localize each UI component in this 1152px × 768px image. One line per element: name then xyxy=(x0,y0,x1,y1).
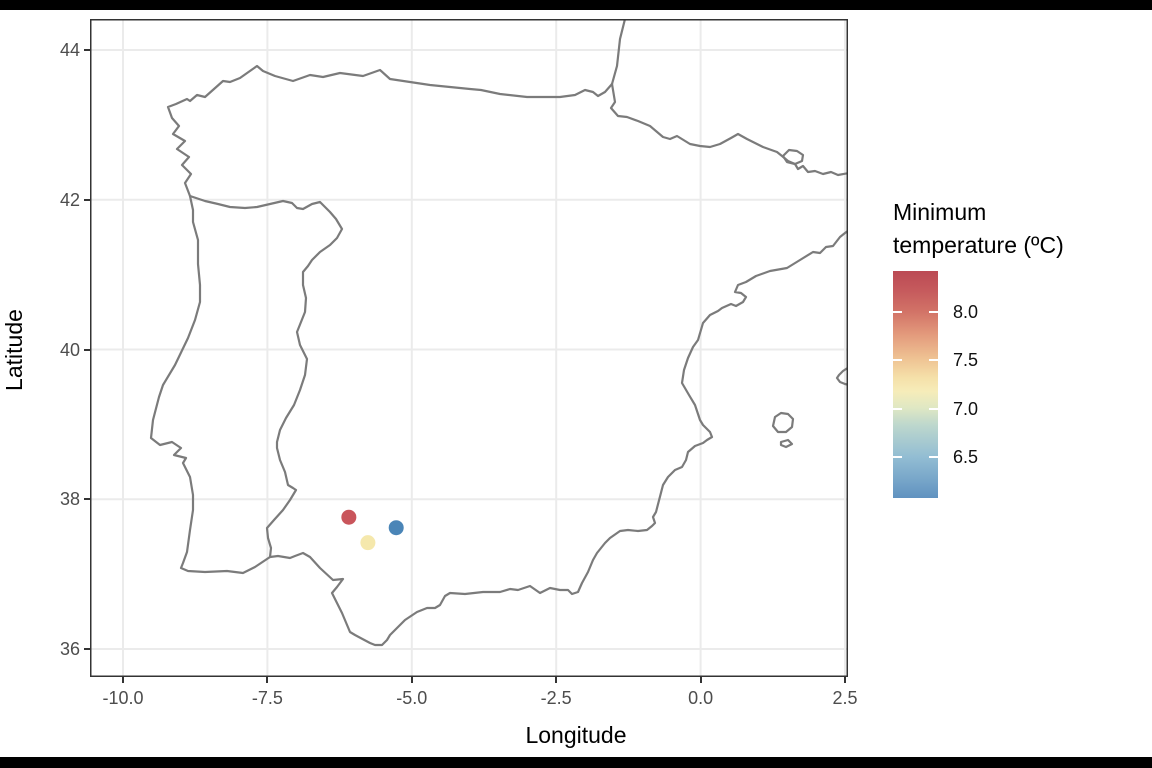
legend-title-line1: Minimum xyxy=(893,199,987,225)
mallorca-outline xyxy=(835,365,851,387)
y-tick-mark xyxy=(84,198,90,201)
x-tick-label: -5.0 xyxy=(396,688,428,708)
y-axis-title: Latitude xyxy=(1,309,27,391)
colorbar-tick-mark xyxy=(929,311,938,314)
legend-tick-label: 6.5 xyxy=(953,446,979,467)
colorbar-tick-mark xyxy=(893,359,902,362)
x-tick-label: 2.5 xyxy=(832,688,858,708)
x-tick-label: -2.5 xyxy=(540,688,572,708)
legend-title: Minimum temperature (ºC) xyxy=(893,196,1064,262)
plot-panel xyxy=(90,17,851,677)
x-tick-label: 0.0 xyxy=(688,688,714,708)
y-tick-label: 40 xyxy=(59,339,80,360)
ibiza-outline xyxy=(771,411,795,434)
legend-colorbar xyxy=(893,271,938,498)
x-tick-mark xyxy=(266,677,269,683)
x-tick-mark xyxy=(410,677,413,683)
map-plot xyxy=(90,17,851,677)
data-point-3 xyxy=(388,520,404,536)
x-tick-mark xyxy=(699,677,702,683)
y-tick-label: 38 xyxy=(59,489,80,510)
bottom-frame-bar xyxy=(0,757,1152,768)
colorbar-tick-mark xyxy=(929,407,938,410)
legend-tick-label: 7.0 xyxy=(953,398,979,419)
legend-tick-label: 7.5 xyxy=(953,350,979,371)
y-tick-label: 44 xyxy=(59,40,80,60)
x-tick-label: -10.0 xyxy=(102,688,144,708)
colorbar-tick-mark xyxy=(893,407,902,410)
x-tick-label: -7.5 xyxy=(251,688,283,708)
x-tick-mark xyxy=(844,677,846,683)
panel-border xyxy=(90,19,848,677)
andorra-outline xyxy=(781,148,805,166)
border-spain-france xyxy=(609,82,851,177)
legend-tick-label: 8.0 xyxy=(953,302,979,323)
colorbar-tick-mark xyxy=(893,455,902,458)
colorbar-tick-mark xyxy=(929,359,938,362)
coastline-iberia xyxy=(149,64,851,647)
border-spain-portugal xyxy=(188,194,344,559)
x-tick-mark xyxy=(555,677,558,683)
y-tick-mark xyxy=(84,498,90,501)
y-tick-mark xyxy=(84,49,90,51)
y-tick-mark xyxy=(84,648,90,650)
y-tick-mark xyxy=(84,348,90,351)
colorbar-tick-mark xyxy=(929,455,938,458)
formentera-outline xyxy=(779,438,794,449)
x-axis-title: Longitude xyxy=(525,722,627,748)
y-tick-label: 42 xyxy=(59,189,80,210)
data-point-2 xyxy=(360,535,376,551)
y-tick-label: 36 xyxy=(59,639,80,659)
x-tick-mark xyxy=(122,677,124,683)
colorbar-tick-mark xyxy=(893,311,902,314)
coast-france-west xyxy=(610,17,627,86)
top-frame-bar xyxy=(0,0,1152,10)
legend-title-line2: temperature (ºC) xyxy=(893,232,1064,258)
data-point-1 xyxy=(341,509,357,525)
